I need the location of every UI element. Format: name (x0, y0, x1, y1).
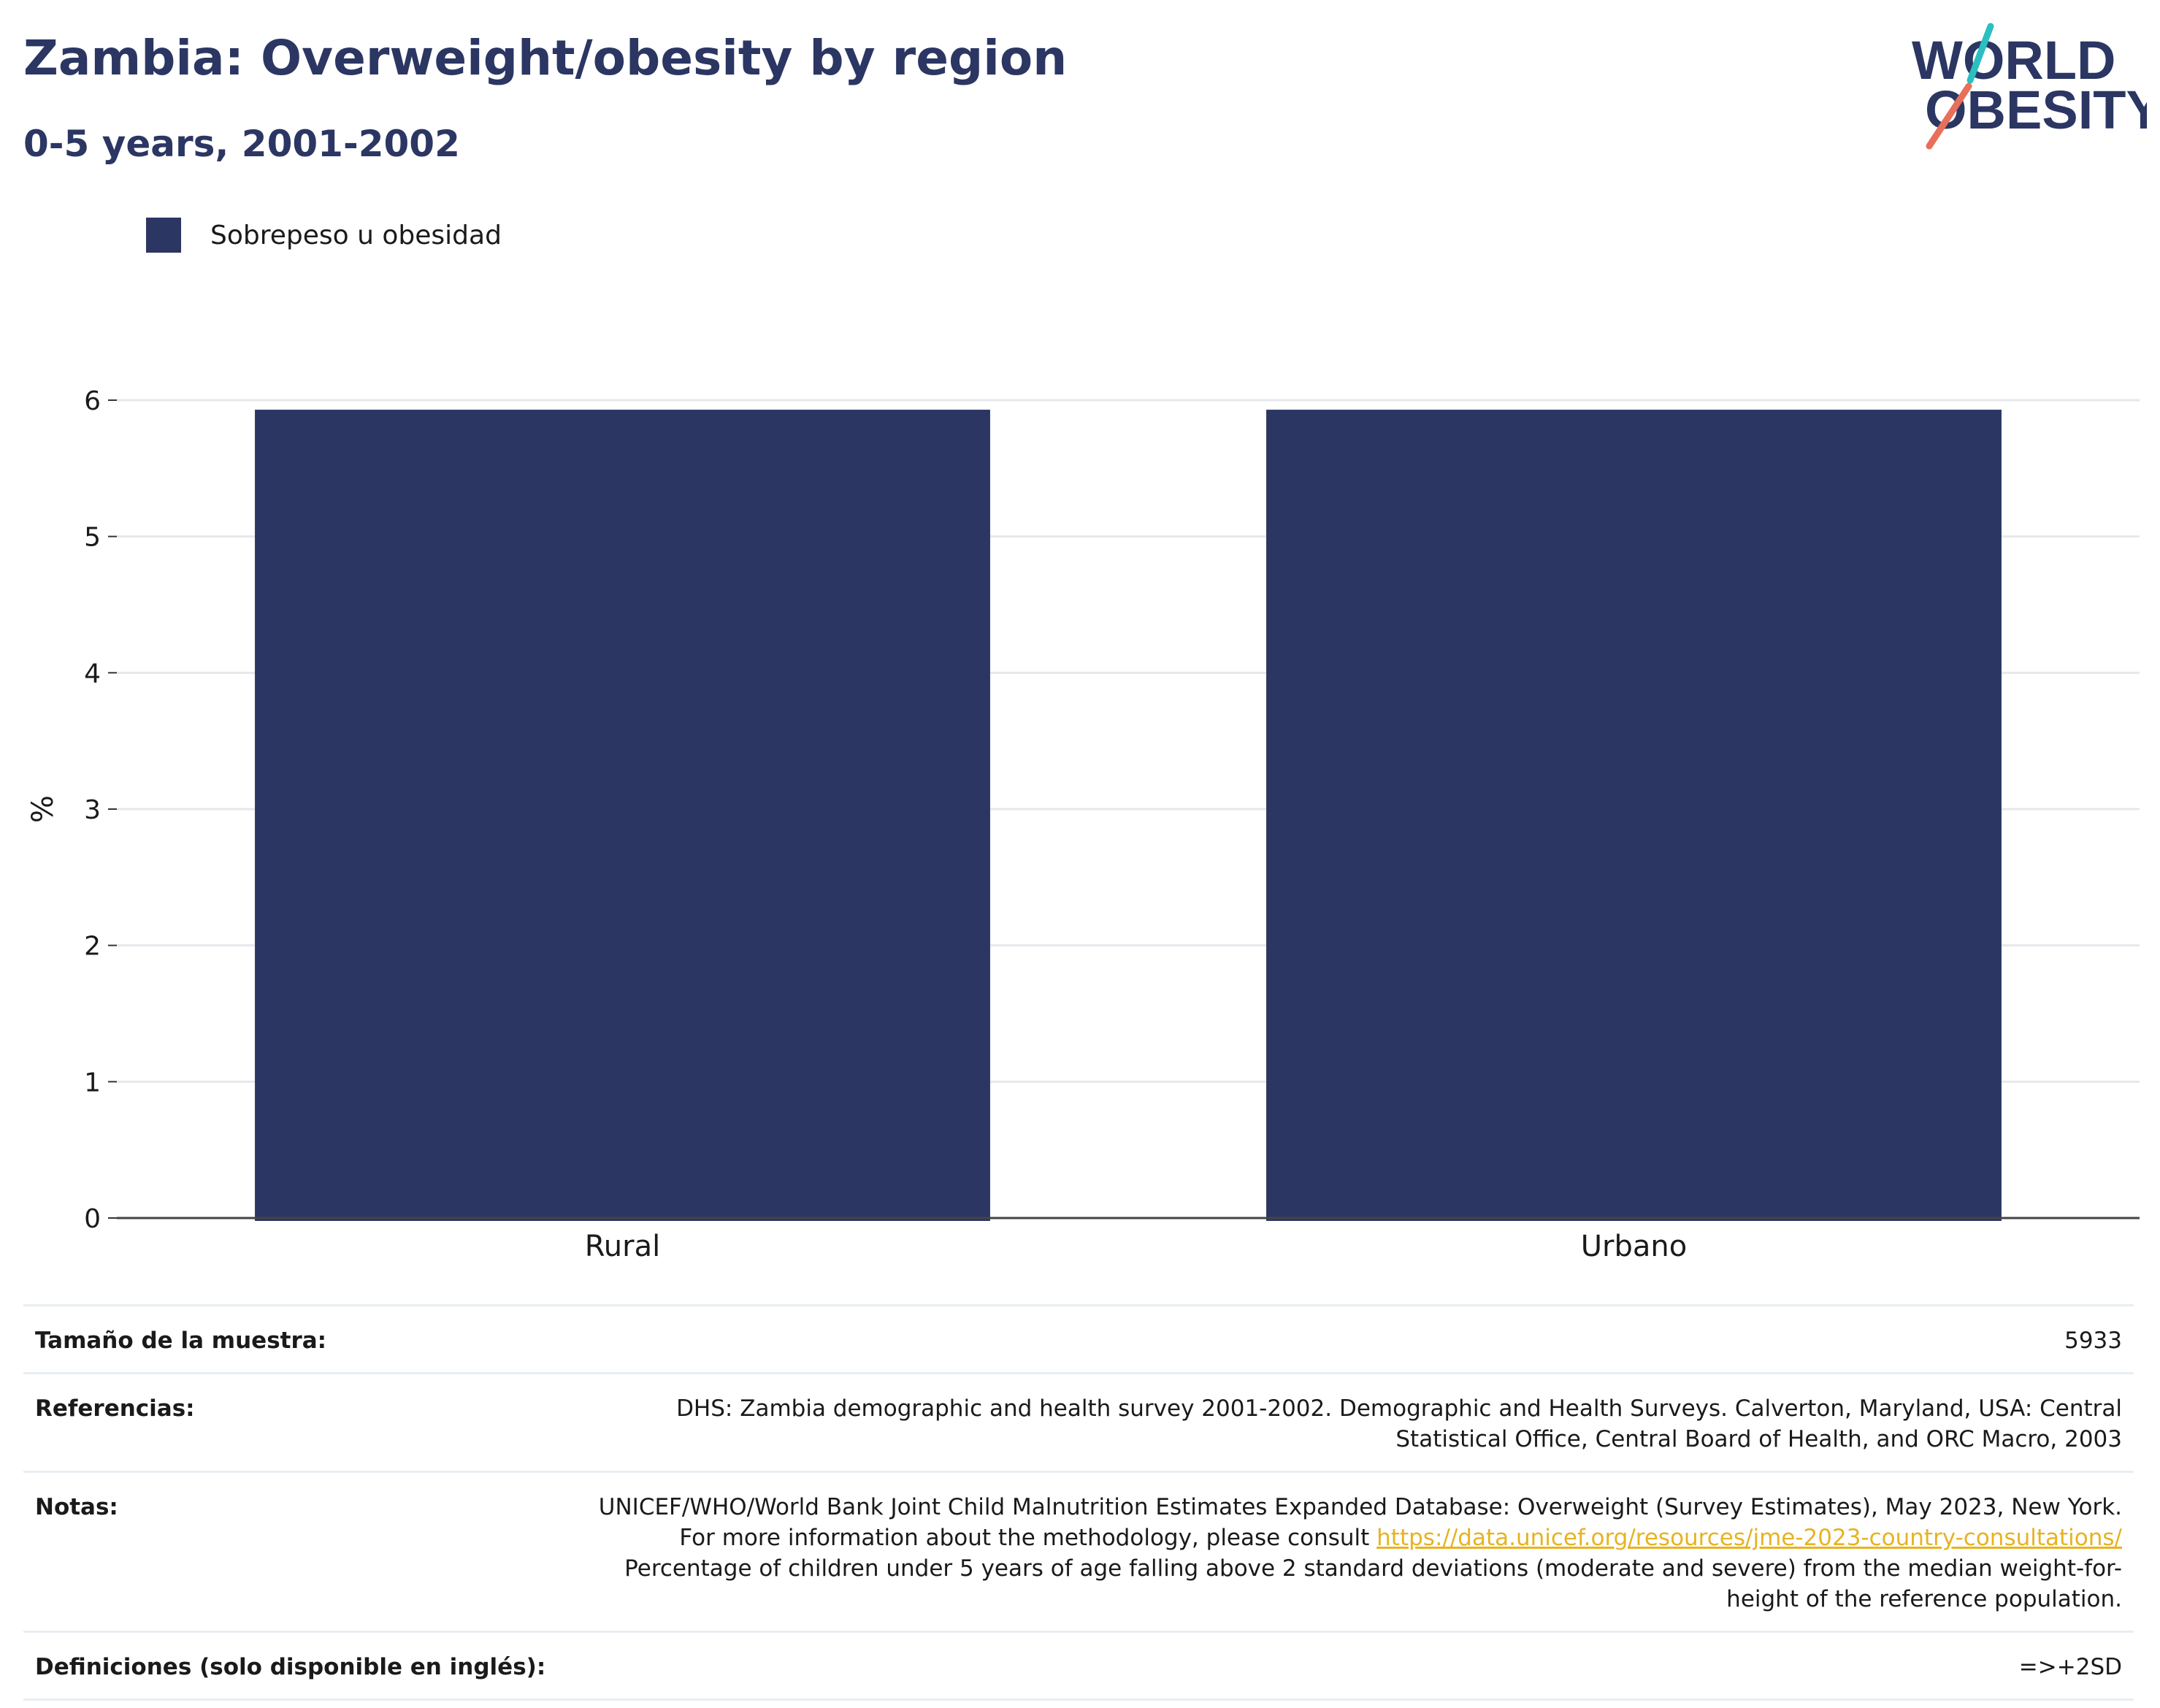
x-tick-label: Urbano (1581, 1230, 1687, 1263)
logo-slash-coral (1926, 83, 1972, 150)
chart-title: Zambia: Overweight/obesity by region (23, 30, 1068, 86)
references-label: Referencias: (35, 1395, 195, 1422)
logo-text-world: WORLD (1912, 30, 2116, 91)
definitions-value: =>+2SD (2018, 1654, 2122, 1680)
info-row-definitions: Definiciones (solo disponible en inglés)… (23, 1631, 2134, 1701)
definitions-label: Definiciones (solo disponible en inglés)… (35, 1654, 546, 1680)
world-obesity-logo: WORLD OBESITY (1912, 23, 2147, 150)
y-tick-label: 0 (84, 1204, 101, 1234)
notes-text-after: Percentage of children under 5 years of … (624, 1555, 2122, 1612)
legend[interactable]: Sobrepeso u obesidad (146, 216, 502, 254)
y-tick-label: 4 (84, 659, 101, 689)
y-tick-label: 2 (84, 932, 101, 962)
y-tick-label: 3 (84, 795, 101, 825)
info-row-notes: Notas: UNICEF/WHO/World Bank Joint Child… (23, 1471, 2134, 1631)
info-row-sample-size: Tamaño de la muestra: 5933 (23, 1304, 2134, 1372)
references-value: DHS: Zambia demographic and health surve… (676, 1395, 2122, 1452)
bar-chart: 0 1 2 3 4 5 6 Rural Urbano% (26, 386, 2140, 1263)
legend-label: Sobrepeso u obesidad (210, 220, 502, 250)
x-tick-label: Rural (585, 1230, 660, 1263)
bar-urbano (1266, 410, 2002, 1221)
info-row-references: Referencias: DHS: Zambia demographic and… (23, 1372, 2134, 1471)
info-table: Tamaño de la muestra: 5933 Referencias: … (23, 1304, 2134, 1701)
legend-swatch (146, 218, 181, 253)
sample-size-label: Tamaño de la muestra: (35, 1328, 327, 1354)
y-tick-label: 5 (84, 523, 101, 553)
y-axis-label: % (26, 795, 60, 823)
sample-size-value: 5933 (2064, 1328, 2122, 1354)
logo-slash-teal (1966, 23, 1994, 84)
y-tick-label: 1 (84, 1068, 101, 1098)
y-tick-label: 6 (84, 386, 101, 416)
chart-subtitle: 0-5 years, 2001-2002 (23, 123, 460, 165)
notes-label: Notas: (35, 1494, 118, 1520)
logo-text-obesity: OBESITY (1925, 80, 2147, 140)
notes-value: UNICEF/WHO/World Bank Joint Child Malnut… (589, 1492, 2122, 1615)
bar-rural (255, 410, 990, 1221)
notes-text-before: UNICEF/WHO/World Bank Joint Child Malnut… (598, 1494, 2122, 1551)
notes-link[interactable]: https://data.unicef.org/resources/jme-20… (1376, 1525, 2122, 1551)
